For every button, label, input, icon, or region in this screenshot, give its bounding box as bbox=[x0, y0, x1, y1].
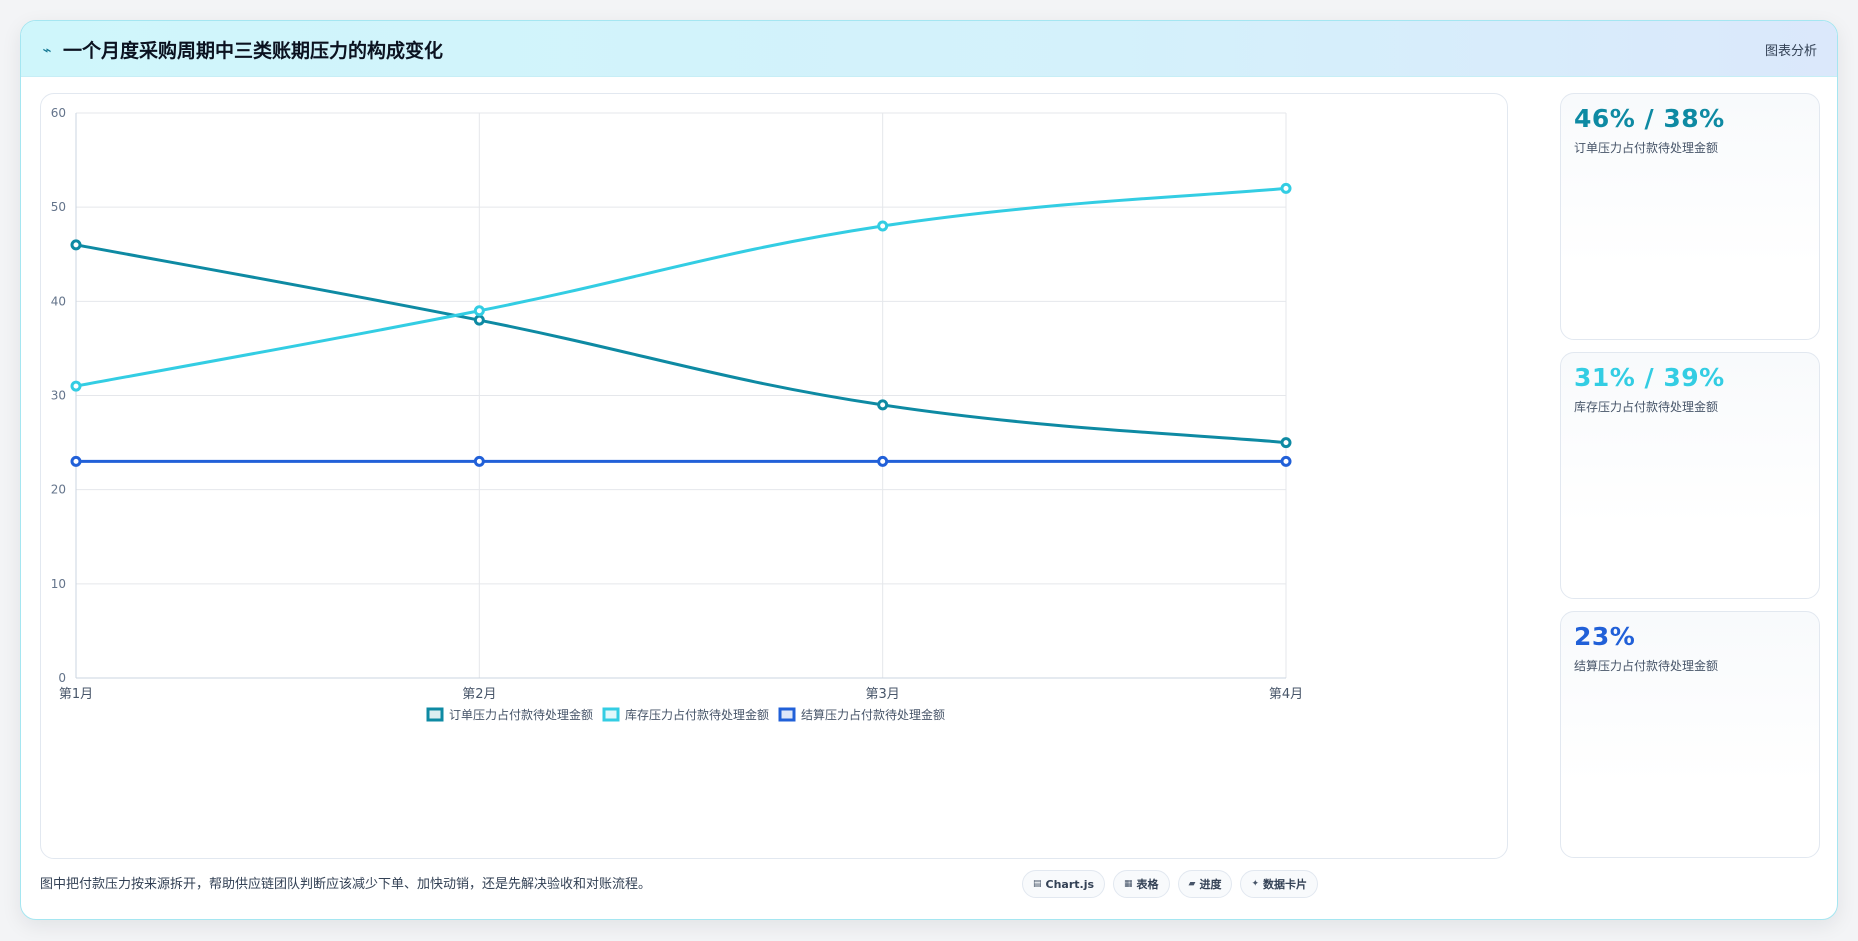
data-point bbox=[1280, 182, 1292, 194]
data-card-icon: ✦ bbox=[1251, 879, 1260, 889]
x-tick-label: 第2月 bbox=[462, 687, 496, 702]
legend-swatch bbox=[426, 707, 444, 722]
stat-card-order: 46% / 38% 订单压力占付款待处理金额 bbox=[1560, 93, 1820, 340]
tag-label: 表格 bbox=[1136, 878, 1159, 891]
chart-icon: ▤ bbox=[1033, 879, 1042, 889]
y-tick-label: 50 bbox=[51, 200, 66, 214]
x-tick-label: 第3月 bbox=[866, 687, 900, 702]
table-icon: ▦ bbox=[1124, 879, 1133, 889]
data-point bbox=[1280, 437, 1292, 449]
data-point bbox=[473, 305, 485, 317]
data-point bbox=[70, 455, 82, 467]
data-point bbox=[1280, 455, 1292, 467]
stat-card-inventory: 31% / 39% 库存压力占付款待处理金额 bbox=[1560, 352, 1820, 599]
y-tick-label: 40 bbox=[51, 294, 66, 308]
tag-label: 进度 bbox=[1199, 878, 1222, 891]
legend-label: 库存压力占付款待处理金额 bbox=[625, 707, 769, 722]
legend-swatch bbox=[778, 707, 796, 722]
page-title: 一个月度采购周期中三类账期压力的构成变化 bbox=[63, 40, 444, 62]
stat-card-settlement: 23% 结算压力占付款待处理金额 bbox=[1560, 611, 1820, 858]
title-group: ⌁ 一个月度采购周期中三类账期压力的构成变化 bbox=[39, 36, 443, 63]
chart-card: ⌁ 一个月度采购周期中三类账期压力的构成变化 图表分析 0 10 20 30 40 50 6… bbox=[20, 20, 1838, 920]
tag-label: 数据卡片 bbox=[1263, 878, 1308, 891]
y-tick-label: 60 bbox=[51, 106, 66, 120]
series-line-2 bbox=[75, 186, 1287, 388]
legend-label: 结算压力占付款待处理金额 bbox=[801, 707, 945, 722]
data-point bbox=[70, 239, 82, 251]
footer-note: 图中把付款压力按来源拆开，帮助供应链团队判断应该减少下单、加快动销，还是先解决验… bbox=[40, 877, 652, 892]
x-tick-label: 第4月 bbox=[1269, 687, 1303, 702]
y-tick-label: 20 bbox=[51, 483, 66, 497]
data-point bbox=[877, 399, 889, 411]
data-point bbox=[70, 380, 82, 392]
y-tick-label: 0 bbox=[58, 671, 66, 685]
chart-analysis-label[interactable]: 图表分析 bbox=[1764, 44, 1817, 59]
progress-icon: ▰ bbox=[1188, 879, 1196, 889]
tag-chartjs[interactable]: ▤ Chart.js bbox=[1022, 870, 1106, 898]
chart-panel: 0 10 20 30 40 50 60 第1月 第2月 第3月 第4月订单压力占付款待处理金额 库存压… bbox=[40, 93, 1508, 859]
stat-label: 订单压力占付款待处理金额 bbox=[1574, 141, 1719, 155]
y-tick-label: 10 bbox=[51, 577, 66, 591]
data-point bbox=[877, 455, 889, 467]
series-line-1 bbox=[75, 243, 1287, 445]
stat-label: 结算压力占付款待处理金额 bbox=[1574, 659, 1719, 673]
tag-progress[interactable]: ▰ 进度 bbox=[1177, 870, 1233, 898]
legend-label: 订单压力占付款待处理金额 bbox=[449, 707, 593, 722]
tag-list: ▤ Chart.js ▦ 表格 ▰ 进度 ✦ 数据卡片 bbox=[1022, 870, 1319, 898]
stat-label: 库存压力占付款待处理金额 bbox=[1574, 400, 1719, 414]
x-tick-label: 第1月 bbox=[59, 687, 93, 702]
legend-swatch bbox=[602, 707, 620, 722]
stat-value: 46% / 38% bbox=[1574, 104, 1725, 133]
stat-value: 23% bbox=[1574, 622, 1636, 651]
y-tick-label: 30 bbox=[51, 389, 66, 403]
data-point bbox=[877, 220, 889, 232]
stat-value: 31% / 39% bbox=[1574, 363, 1725, 392]
tag-label: Chart.js bbox=[1045, 877, 1095, 891]
card-header: ⌁ 一个月度采购周期中三类账期压力的构成变化 图表分析 bbox=[21, 21, 1837, 77]
data-point bbox=[473, 314, 485, 326]
spark-line-icon: ⌁ bbox=[42, 40, 52, 59]
data-point bbox=[473, 455, 485, 467]
tag-data-card[interactable]: ✦ 数据卡片 bbox=[1240, 870, 1319, 898]
tag-table[interactable]: ▦ 表格 bbox=[1113, 870, 1170, 898]
